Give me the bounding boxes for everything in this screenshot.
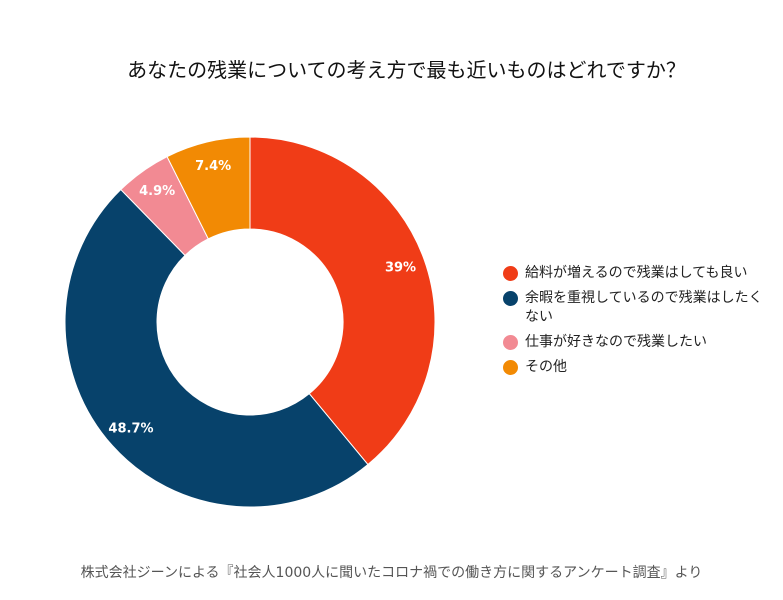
source-footnote: 株式会社ジーンによる『社会人1000人に聞いたコロナ禍での働き方に関するアンケー… (80, 565, 703, 581)
legend-swatch-3 (503, 335, 518, 350)
donut-slice-2 (64, 188, 369, 508)
legend-label-2: 余暇を重視しているので残業はしたくない (525, 290, 763, 325)
legend-swatch-1 (503, 266, 518, 281)
legend-swatch-4 (503, 360, 518, 375)
slice-label-1: 39% (385, 260, 416, 275)
chart-legend: 給料が増えるので残業はしても良い余暇を重視しているので残業はしたくない仕事が好き… (503, 264, 773, 383)
legend-label-1: 給料が増えるので残業はしても良い (525, 265, 748, 281)
legend-item-1: 給料が増えるので残業はしても良い (503, 264, 773, 283)
legend-label-3: 仕事が好きなので残業したい (525, 334, 707, 350)
legend-item-3: 仕事が好きなので残業したい (503, 333, 773, 352)
slice-label-4: 7.4% (195, 159, 231, 174)
slice-label-3: 4.9% (139, 184, 175, 199)
legend-swatch-2 (503, 291, 518, 306)
legend-item-2: 余暇を重視しているので残業はしたくない (503, 289, 773, 327)
legend-label-4: その他 (525, 359, 567, 375)
donut-slice-4 (166, 136, 251, 240)
legend-item-4: その他 (503, 358, 773, 377)
slice-label-2: 48.7% (108, 421, 153, 436)
donut-slice-1 (249, 136, 436, 466)
chart-title: あなたの残業についての考え方で最も近いものはどれですか？ (127, 58, 686, 82)
